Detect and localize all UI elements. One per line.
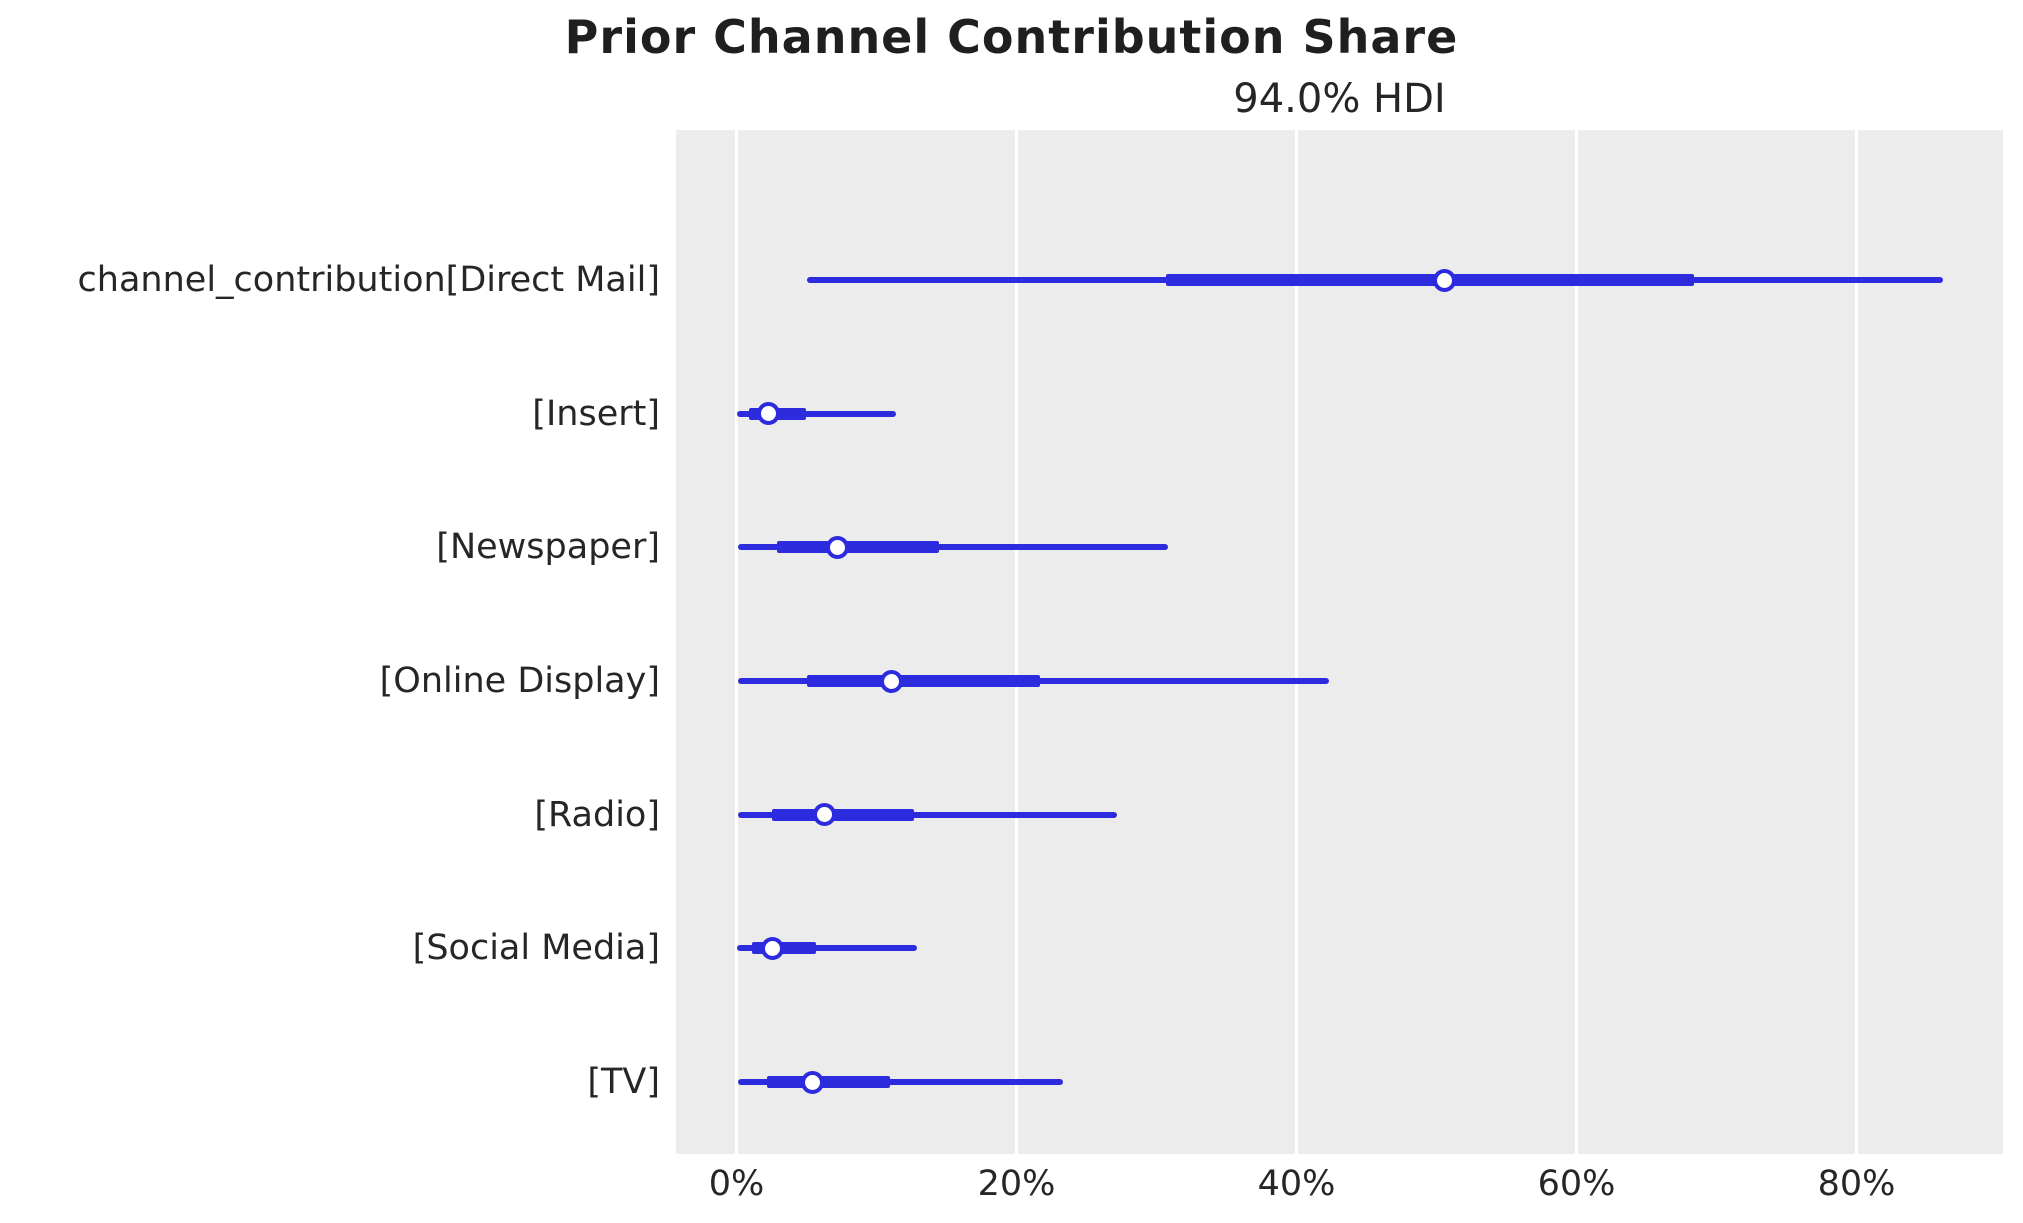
x-tick-label: 0%	[708, 1164, 765, 1204]
iqr-line	[777, 541, 940, 554]
hdi-line	[737, 1079, 1063, 1086]
grid-line-60	[1575, 130, 1578, 1154]
hdi-line	[736, 410, 897, 417]
row-label: [TV]	[587, 1062, 660, 1103]
row-label: [Social Media]	[412, 928, 660, 969]
grid-line-20	[1015, 130, 1018, 1154]
iqr-line	[1166, 274, 1695, 286]
x-tick-label: 80%	[1817, 1164, 1896, 1204]
hdi-line	[737, 811, 1118, 818]
plot-area	[676, 130, 2003, 1154]
median-marker	[800, 1070, 824, 1094]
grid-line-40	[1295, 130, 1298, 1154]
iqr-line	[806, 675, 1041, 687]
iqr-line	[771, 808, 915, 821]
row-label: [Insert]	[532, 393, 660, 434]
x-tick-label: 60%	[1537, 1164, 1616, 1204]
median-marker	[813, 803, 837, 827]
x-tick-label: 40%	[1257, 1164, 1336, 1204]
median-marker	[880, 669, 904, 693]
hdi-line	[736, 945, 918, 952]
x-tick-label: 20%	[977, 1164, 1056, 1204]
figure-title: Prior Channel Contribution Share	[564, 10, 1459, 64]
median-marker	[757, 402, 781, 426]
row-label: [Radio]	[534, 794, 660, 835]
hdi-line	[737, 544, 1168, 551]
median-marker	[761, 936, 785, 960]
row-label: [Newspaper]	[436, 527, 660, 568]
hdi-subtitle: 94.0% HDI	[1233, 76, 1446, 122]
median-marker	[1433, 268, 1457, 292]
iqr-line	[767, 1076, 891, 1089]
row-label: channel_contribution[Direct Mail]	[77, 260, 660, 300]
grid-line-80	[1855, 130, 1858, 1154]
row-label: [Online Display]	[379, 661, 660, 701]
grid-line-0	[735, 130, 738, 1154]
median-marker	[825, 535, 849, 559]
